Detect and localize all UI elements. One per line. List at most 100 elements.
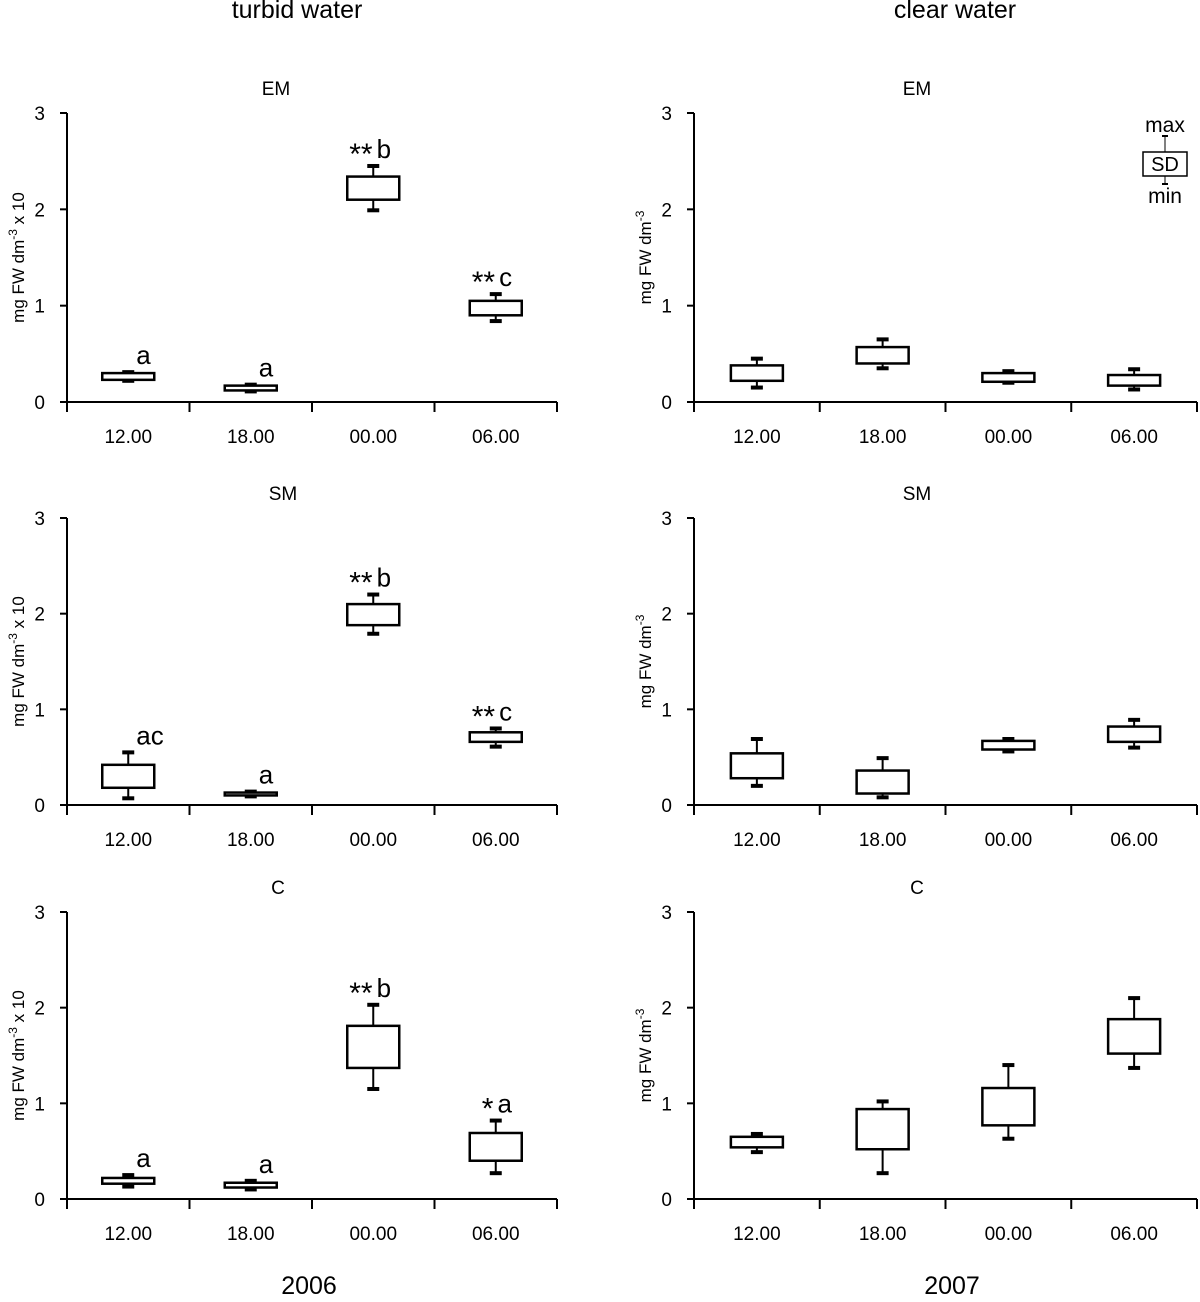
box-06-00 bbox=[1106, 717, 1162, 750]
significance-label: a bbox=[259, 1149, 274, 1179]
sd-box bbox=[1106, 373, 1162, 387]
x-tick-label: 12.00 bbox=[733, 427, 781, 448]
significance-label: a bbox=[136, 1143, 151, 1173]
y-tick-label: 3 bbox=[661, 509, 672, 530]
y-axis-label: mg FW dm-3 bbox=[633, 614, 655, 708]
box-12-00 bbox=[729, 356, 785, 390]
sd-box bbox=[855, 345, 910, 365]
sd-box bbox=[468, 731, 523, 744]
sd-box bbox=[855, 769, 910, 795]
y-tick-label: 2 bbox=[661, 999, 672, 1020]
y-tick-label: 2 bbox=[661, 200, 672, 221]
legend-key: max SD min bbox=[1142, 114, 1188, 208]
box-12-00: a bbox=[101, 340, 156, 383]
chart-title: C bbox=[271, 878, 285, 899]
chart-title: SM bbox=[903, 484, 932, 505]
y-tick-label: 2 bbox=[34, 200, 45, 221]
y-tick-label: 1 bbox=[661, 700, 672, 721]
sd-box bbox=[223, 384, 278, 392]
box-06-00 bbox=[1106, 367, 1162, 392]
x-tick-label: 00.00 bbox=[985, 427, 1033, 448]
x-tick-label: 06.00 bbox=[472, 1224, 520, 1245]
x-tick-label: 12.00 bbox=[104, 427, 152, 448]
significance-label: a bbox=[136, 340, 151, 370]
y-axis-label: mg FW dm-3 bbox=[633, 210, 655, 304]
legend-sd-box bbox=[1142, 151, 1188, 177]
x-tick-label: 12.00 bbox=[104, 1224, 152, 1245]
sd-box bbox=[981, 1086, 1036, 1127]
x-tick-label: 00.00 bbox=[985, 830, 1033, 851]
column-title-clear: clear water bbox=[893, 0, 1017, 24]
y-tick-label: 3 bbox=[34, 509, 45, 530]
x-tick-label: 06.00 bbox=[472, 427, 520, 448]
year-label-2006: 2006 bbox=[281, 1272, 337, 1300]
y-tick-label: 2 bbox=[34, 999, 45, 1020]
significance-label: ** c bbox=[472, 262, 512, 299]
chart-title: SM bbox=[269, 484, 298, 505]
sd-box bbox=[729, 1135, 785, 1149]
y-tick-label: 1 bbox=[34, 1094, 45, 1115]
box-12-00 bbox=[729, 1131, 785, 1155]
chart-panel-c-clear: C 0 1 2 3 12.00 18.00 00.00 06.00 mg FW dm-3 bbox=[633, 878, 1198, 1245]
sd-box bbox=[101, 371, 156, 382]
x-tick-label: 18.00 bbox=[227, 830, 275, 851]
legend-sd-label: SD bbox=[1151, 154, 1179, 176]
y-tick-label: 2 bbox=[661, 605, 672, 626]
y-tick-label: 3 bbox=[34, 104, 45, 125]
x-tick-label: 00.00 bbox=[349, 830, 397, 851]
box-00-00 bbox=[981, 369, 1036, 385]
sd-box bbox=[981, 739, 1036, 751]
chart-title: EM bbox=[903, 79, 932, 100]
significance-label: ** c bbox=[472, 696, 512, 733]
y-axis-label: mg FW dm-3 x 10 bbox=[6, 990, 28, 1121]
sd-box bbox=[101, 1176, 156, 1185]
sd-box bbox=[468, 1131, 523, 1162]
box-00-00 bbox=[981, 1063, 1036, 1141]
box-18-00 bbox=[855, 1099, 910, 1176]
significance-label: ** b bbox=[349, 563, 391, 600]
box-12-00: ac bbox=[101, 720, 164, 801]
x-tick-label: 06.00 bbox=[1110, 1224, 1158, 1245]
box-18-00 bbox=[855, 756, 910, 800]
x-tick-label: 18.00 bbox=[227, 427, 275, 448]
y-axis-label: mg FW dm-3 bbox=[633, 1008, 655, 1102]
chart-panel-sm-turbid: SM 0 1 2 3 12.00 18.00 00.00 06.00 mg FW dm-3 x 1… bbox=[6, 484, 558, 851]
box-06-00: ** c bbox=[468, 262, 523, 324]
box-12-00 bbox=[729, 736, 785, 788]
x-tick-label: 06.00 bbox=[1110, 830, 1158, 851]
box-00-00: ** b bbox=[346, 134, 401, 213]
significance-label: ** b bbox=[349, 134, 391, 171]
box-00-00: ** b bbox=[346, 563, 401, 636]
y-axis-label: mg FW dm-3 x 10 bbox=[6, 596, 28, 727]
x-tick-label: 18.00 bbox=[859, 427, 907, 448]
y-tick-label: 1 bbox=[661, 297, 672, 318]
legend-min-label: min bbox=[1148, 185, 1182, 208]
sd-box bbox=[223, 1181, 278, 1189]
x-tick-label: 00.00 bbox=[349, 1224, 397, 1245]
significance-label: ** b bbox=[349, 973, 391, 1010]
y-tick-label: 0 bbox=[34, 393, 45, 414]
x-tick-label: 18.00 bbox=[859, 830, 907, 851]
y-tick-label: 0 bbox=[661, 796, 672, 817]
chart-panel-em-clear: EM 0 1 2 3 12.00 18.00 00.00 06.00 mg FW dm-3 bbox=[633, 79, 1198, 448]
x-tick-label: 12.00 bbox=[733, 1224, 781, 1245]
y-tick-label: 0 bbox=[661, 1190, 672, 1211]
box-12-00: a bbox=[101, 1143, 156, 1189]
sd-box bbox=[981, 371, 1036, 384]
x-tick-label: 00.00 bbox=[349, 427, 397, 448]
y-tick-label: 1 bbox=[34, 700, 45, 721]
box-18-00: a bbox=[223, 760, 278, 799]
y-tick-label: 3 bbox=[661, 903, 672, 924]
x-tick-label: 18.00 bbox=[227, 1224, 275, 1245]
y-tick-label: 0 bbox=[661, 393, 672, 414]
chart-title: EM bbox=[262, 79, 291, 100]
sd-box bbox=[346, 1024, 401, 1070]
box-06-00 bbox=[1106, 996, 1162, 1070]
chart-panel-em-turbid: EM 0 1 2 3 12.00 18.00 00.00 06.00 mg FW dm-3 x 1… bbox=[6, 79, 558, 448]
significance-label: a bbox=[259, 353, 274, 383]
y-tick-label: 1 bbox=[34, 297, 45, 318]
box-18-00: a bbox=[223, 353, 278, 394]
y-tick-label: 3 bbox=[34, 903, 45, 924]
y-axis-label: mg FW dm-3 x 10 bbox=[6, 192, 28, 323]
box-06-00: * a bbox=[468, 1089, 523, 1176]
